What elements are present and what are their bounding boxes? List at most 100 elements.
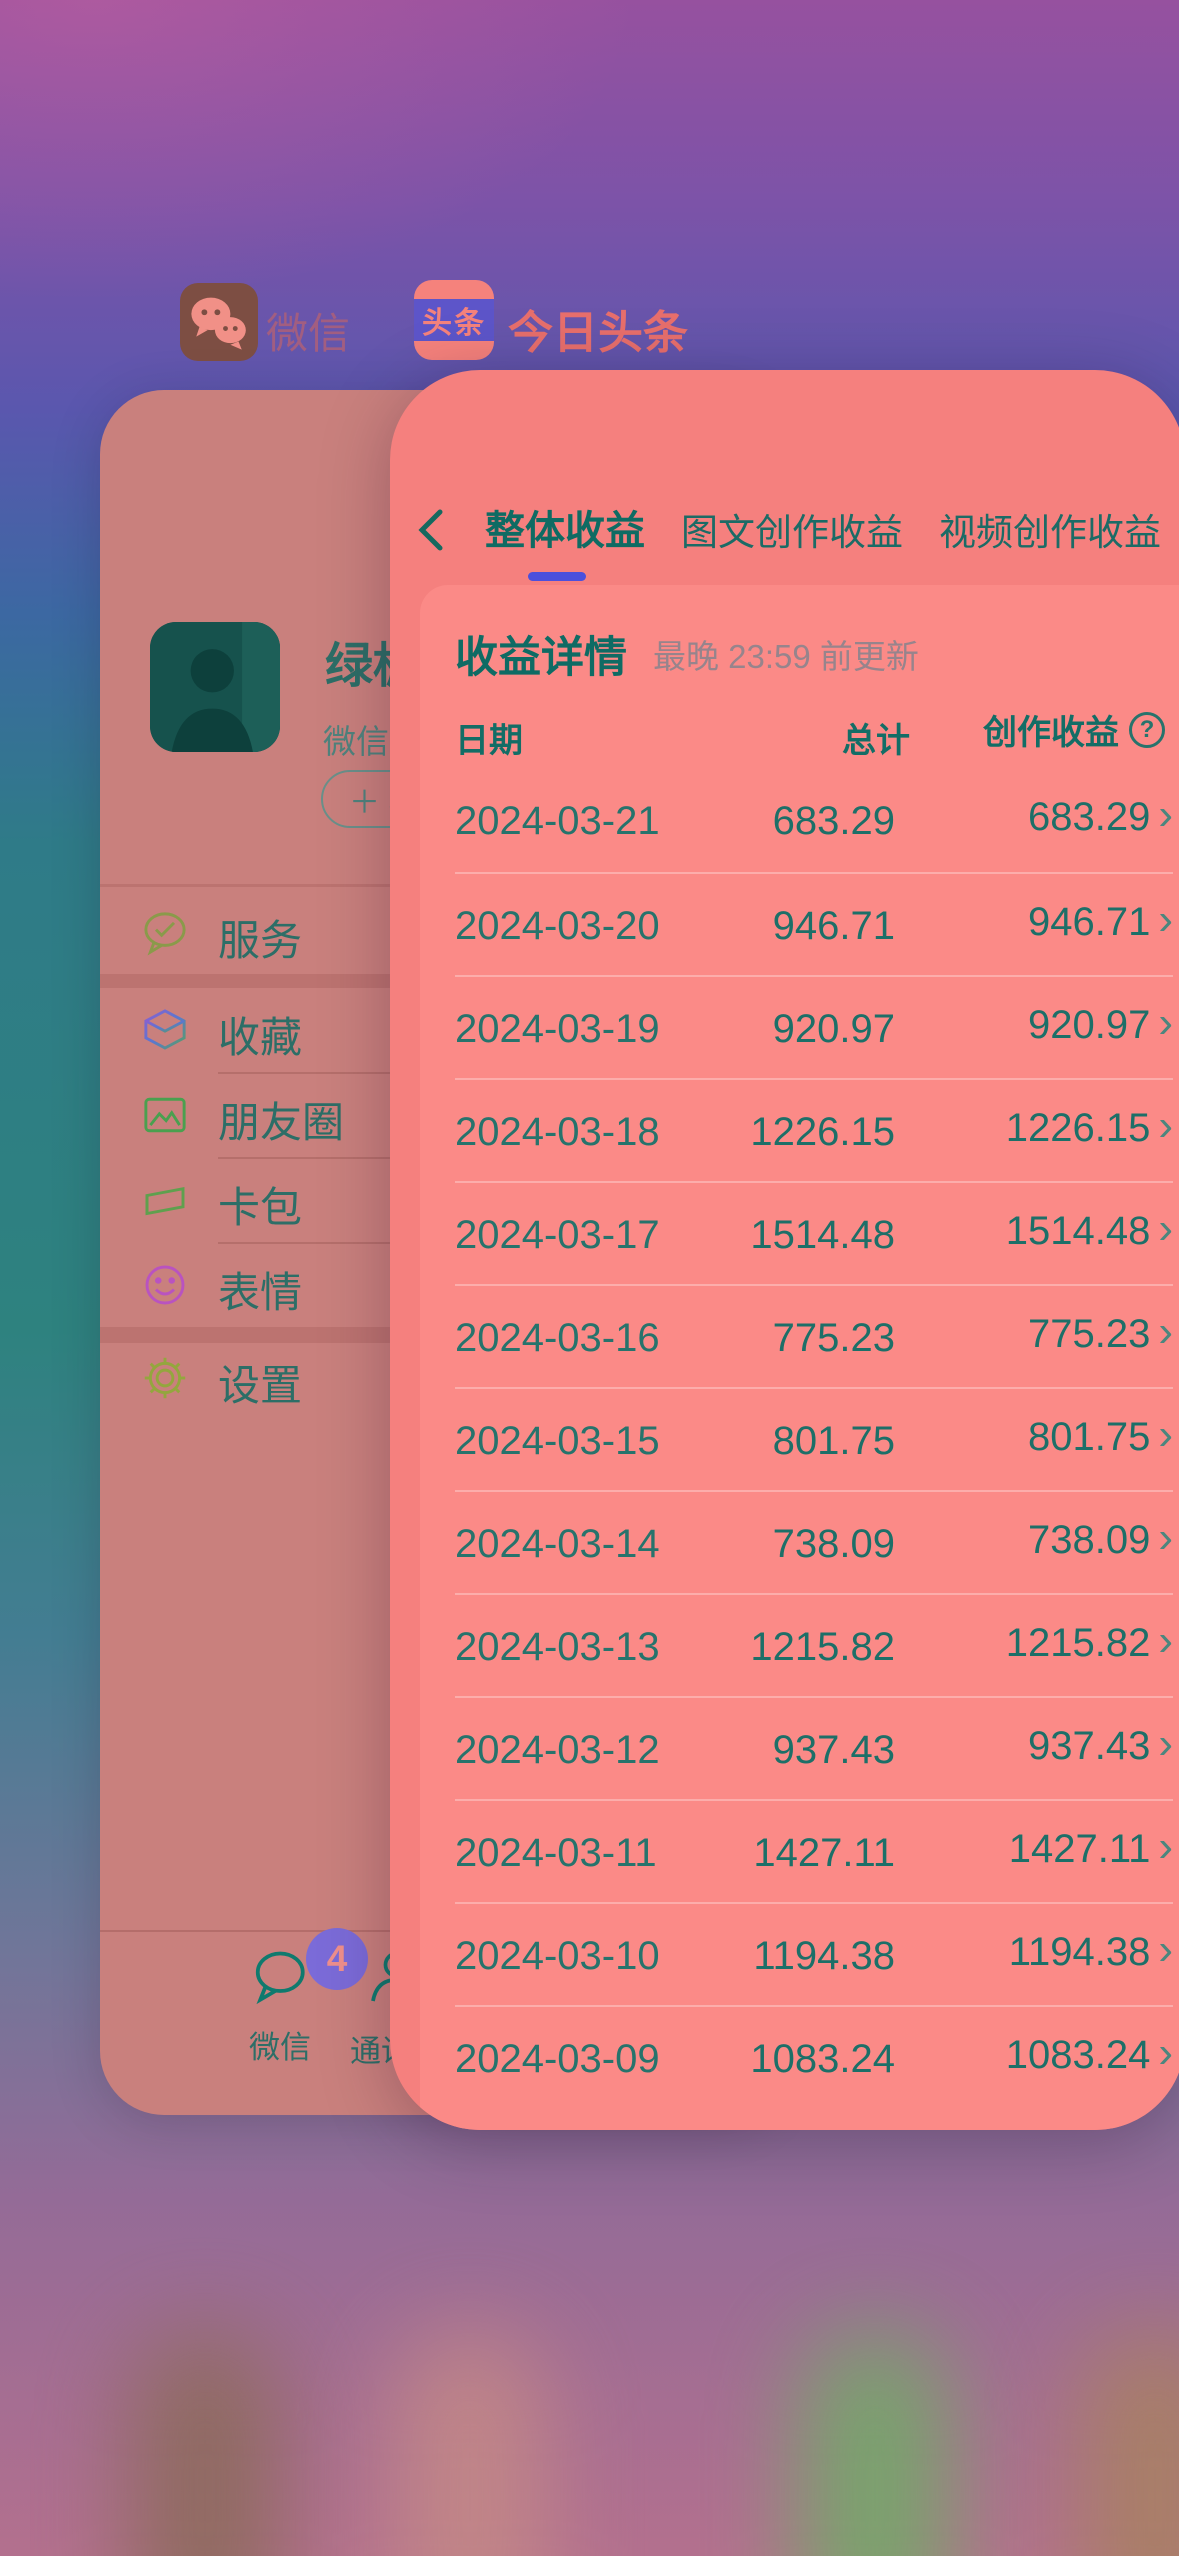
table-row[interactable]: 2024-03-21 683.29 683.29 › xyxy=(455,769,1173,872)
row-date: 2024-03-15 xyxy=(455,1419,660,1463)
row-creation: 1514.48 xyxy=(1005,1209,1151,1253)
row-creation: 775.23 xyxy=(1028,1312,1151,1356)
row-total: 775.23 xyxy=(772,1316,895,1360)
chevron-right-icon: › xyxy=(1158,1409,1173,1459)
panel-update-note: 最晚 23:59 前更新 xyxy=(653,638,919,675)
avatar-photo xyxy=(150,622,280,752)
cards-wallet-icon xyxy=(145,1186,185,1216)
menu-item-stickers[interactable]: 表情 xyxy=(218,1269,303,1316)
moments-photo-icon xyxy=(144,1097,186,1133)
table-row[interactable]: 2024-03-13 1215.82 1215.82 › xyxy=(455,1593,1173,1696)
chevron-right-icon: › xyxy=(1158,894,1173,944)
table-row[interactable]: 2024-03-20 946.71 946.71 › xyxy=(455,872,1173,975)
wechat-app-title[interactable]: 微信 xyxy=(266,310,351,357)
col-header-creation: 创作收益 xyxy=(983,714,1119,752)
menu-item-services[interactable]: 服务 xyxy=(218,917,303,964)
col-header-total: 总计 xyxy=(842,722,910,760)
row-total: 946.71 xyxy=(772,904,895,948)
table-row[interactable]: 2024-03-12 937.43 937.43 › xyxy=(455,1696,1173,1799)
chevron-right-icon: › xyxy=(1158,2027,1173,2077)
col-header-date: 日期 xyxy=(455,722,523,760)
chevron-right-icon: › xyxy=(1158,997,1173,1047)
services-bubble-check-icon xyxy=(144,912,186,956)
menu-item-moments[interactable]: 朋友圈 xyxy=(218,1099,345,1146)
row-date: 2024-03-21 xyxy=(455,799,660,843)
table-row[interactable]: 2024-03-14 738.09 738.09 › xyxy=(455,1490,1173,1593)
toutiao-app-icon[interactable]: 头条 xyxy=(414,280,494,360)
tab-overall-earnings[interactable]: 整体收益 xyxy=(485,509,645,553)
settings-gear-icon xyxy=(144,1357,186,1399)
wechat-app-icon[interactable] xyxy=(180,283,258,361)
menu-item-favorites[interactable]: 收藏 xyxy=(218,1014,303,1061)
toutiao-icon-text: 头条 xyxy=(414,299,494,341)
row-creation: 1215.82 xyxy=(1005,1621,1151,1665)
avatar[interactable] xyxy=(150,622,280,752)
menu-item-settings[interactable]: 设置 xyxy=(218,1362,303,1409)
table-row[interactable]: 2024-03-19 920.97 920.97 › xyxy=(455,975,1173,1078)
row-creation: 1194.38 xyxy=(1008,1930,1151,1974)
tab-wechat[interactable]: 微信 xyxy=(249,2030,311,2065)
row-total: 1215.82 xyxy=(750,1625,895,1669)
row-total: 1514.48 xyxy=(750,1213,895,1257)
active-tab-underline xyxy=(528,572,586,581)
switcher-header: 微信 头条 今日头条 xyxy=(0,270,1179,380)
chevron-right-icon: › xyxy=(1158,1615,1173,1665)
row-date: 2024-03-20 xyxy=(455,904,660,948)
row-creation: 1226.15 xyxy=(1005,1106,1151,1150)
menu-item-cards[interactable]: 卡包 xyxy=(218,1184,303,1231)
table-row[interactable]: 2024-03-18 1226.15 1226.15 › xyxy=(455,1078,1173,1181)
row-total: 1083.24 xyxy=(750,2037,895,2081)
row-creation: 946.71 xyxy=(1028,900,1151,944)
help-icon[interactable]: ? xyxy=(1129,711,1165,748)
row-total: 683.29 xyxy=(772,799,895,843)
row-date: 2024-03-11 xyxy=(455,1831,657,1875)
row-creation: 937.43 xyxy=(1028,1724,1151,1768)
earnings-tabs: 整体收益 图文创作收益 视频创作收益 xyxy=(485,498,1161,562)
dock-blob-2 xyxy=(395,2330,545,2556)
table-row[interactable]: 2024-03-09 1083.24 1083.24 › xyxy=(455,2005,1173,2108)
row-total: 920.97 xyxy=(772,1007,895,1051)
table-row[interactable]: 2024-03-15 801.75 801.75 › xyxy=(455,1387,1173,1490)
row-date: 2024-03-19 xyxy=(455,1007,660,1051)
tab-video-earnings[interactable]: 视频创作收益 xyxy=(939,512,1161,553)
table-row[interactable]: 2024-03-16 775.23 775.23 › xyxy=(455,1284,1173,1387)
chevron-right-icon: › xyxy=(1158,1306,1173,1356)
chevron-right-icon: › xyxy=(1158,1718,1173,1768)
dock-blob-3 xyxy=(800,2330,950,2556)
table-row[interactable]: 2024-03-10 1194.38 1194.38 › xyxy=(455,1902,1173,2005)
row-total: 1427.11 xyxy=(753,1831,895,1875)
toutiao-card[interactable]: 整体收益 图文创作收益 视频创作收益 收益详情 最晚 23:59 前更新 日期 … xyxy=(390,370,1179,2130)
row-creation: 683.29 xyxy=(1028,795,1151,839)
row-total: 1226.15 xyxy=(750,1110,895,1154)
row-date: 2024-03-10 xyxy=(455,1934,660,1978)
row-creation: 738.09 xyxy=(1028,1518,1151,1562)
row-date: 2024-03-13 xyxy=(455,1625,660,1669)
row-date: 2024-03-18 xyxy=(455,1110,660,1154)
dock-blob-1 xyxy=(130,2330,280,2556)
panel-title: 收益详情 xyxy=(455,634,627,682)
row-creation: 1427.11 xyxy=(1008,1827,1151,1871)
row-date: 2024-03-16 xyxy=(455,1316,660,1360)
dock-blob-4 xyxy=(1080,2330,1179,2556)
table-row[interactable]: 2024-03-17 1514.48 1514.48 › xyxy=(455,1181,1173,1284)
row-total: 1194.38 xyxy=(753,1934,895,1978)
table-row[interactable]: 2024-03-11 1427.11 1427.11 › xyxy=(455,1799,1173,1902)
chevron-right-icon: › xyxy=(1158,789,1173,839)
wechat-bubbles-icon xyxy=(191,297,246,350)
toutiao-app-title[interactable]: 今日头条 xyxy=(508,307,689,358)
back-chevron-icon[interactable] xyxy=(412,506,448,554)
chevron-right-icon: › xyxy=(1158,1924,1173,1974)
row-creation: 1083.24 xyxy=(1005,2033,1151,2077)
row-date: 2024-03-17 xyxy=(455,1213,660,1257)
chevron-right-icon: › xyxy=(1158,1203,1173,1253)
row-creation: 801.75 xyxy=(1028,1415,1151,1459)
row-date: 2024-03-09 xyxy=(455,2037,660,2081)
row-total: 738.09 xyxy=(772,1522,895,1566)
chevron-right-icon: › xyxy=(1158,1821,1173,1871)
row-date: 2024-03-14 xyxy=(455,1522,660,1566)
row-total: 937.43 xyxy=(772,1728,895,1772)
table-header: 日期 总计 创作收益 ? xyxy=(455,705,1165,760)
tab-article-earnings[interactable]: 图文创作收益 xyxy=(681,512,903,553)
wechat-tab-bubble-icon[interactable] xyxy=(248,1946,310,2006)
